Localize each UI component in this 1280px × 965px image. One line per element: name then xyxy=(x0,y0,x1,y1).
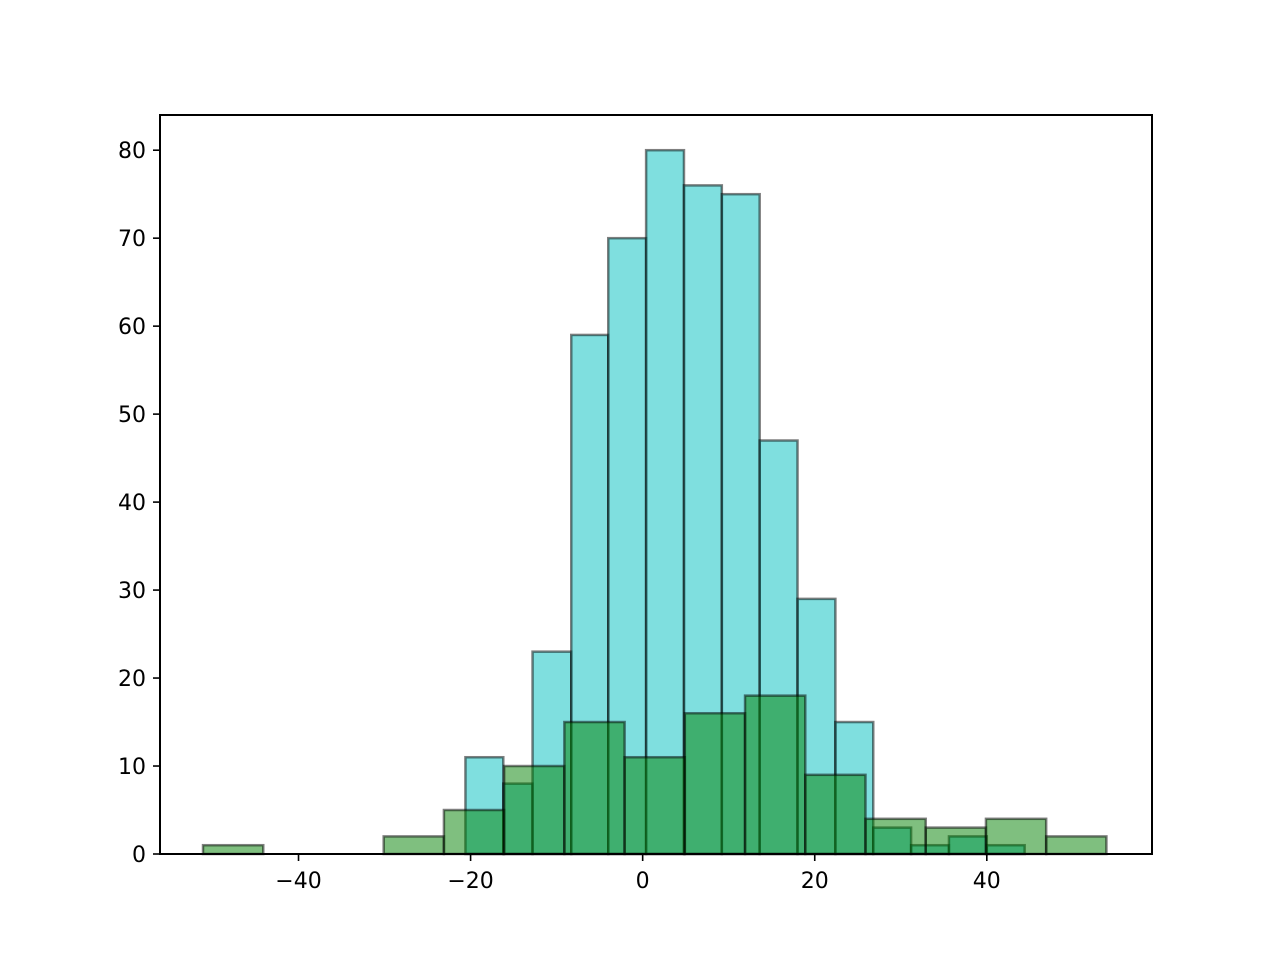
series-b-bar xyxy=(563,720,626,856)
series-b-bar xyxy=(623,755,687,856)
x-tick-label: −40 xyxy=(275,869,321,894)
x-tick-label: 40 xyxy=(973,869,1001,894)
y-tick-label: 10 xyxy=(118,755,146,780)
series-b-bar xyxy=(442,808,506,856)
x-tick-label: 20 xyxy=(801,869,829,894)
series-b-bar xyxy=(804,773,867,856)
y-tick-label: 60 xyxy=(118,315,146,340)
y-tick-label: 0 xyxy=(132,843,146,868)
y-tick-label: 70 xyxy=(118,227,146,252)
y-tick-label: 50 xyxy=(118,403,146,428)
x-tick-label: 0 xyxy=(636,869,650,894)
series-b-bars xyxy=(201,694,1108,856)
series-b-bar xyxy=(924,826,988,856)
plot-frame xyxy=(159,114,1153,855)
series-b-bar xyxy=(1044,835,1108,856)
series-b-bar xyxy=(201,843,265,856)
series-b-bar xyxy=(864,817,927,856)
y-tick-label: 40 xyxy=(118,491,146,516)
series-a-bar xyxy=(644,148,686,856)
x-axis: −40 −20 0 20 40 xyxy=(275,854,1001,894)
y-axis: 0 10 20 30 40 50 60 70 80 xyxy=(118,139,160,868)
series-b-bar xyxy=(382,835,446,856)
series-b-bar xyxy=(743,694,807,856)
y-tick-label: 80 xyxy=(118,139,146,164)
y-tick-label: 20 xyxy=(118,667,146,692)
y-tick-label: 30 xyxy=(118,579,146,604)
series-b-bar xyxy=(502,764,566,856)
series-b-bar xyxy=(683,711,747,856)
x-tick-label: −20 xyxy=(447,869,493,894)
series-b-bar xyxy=(984,817,1048,856)
